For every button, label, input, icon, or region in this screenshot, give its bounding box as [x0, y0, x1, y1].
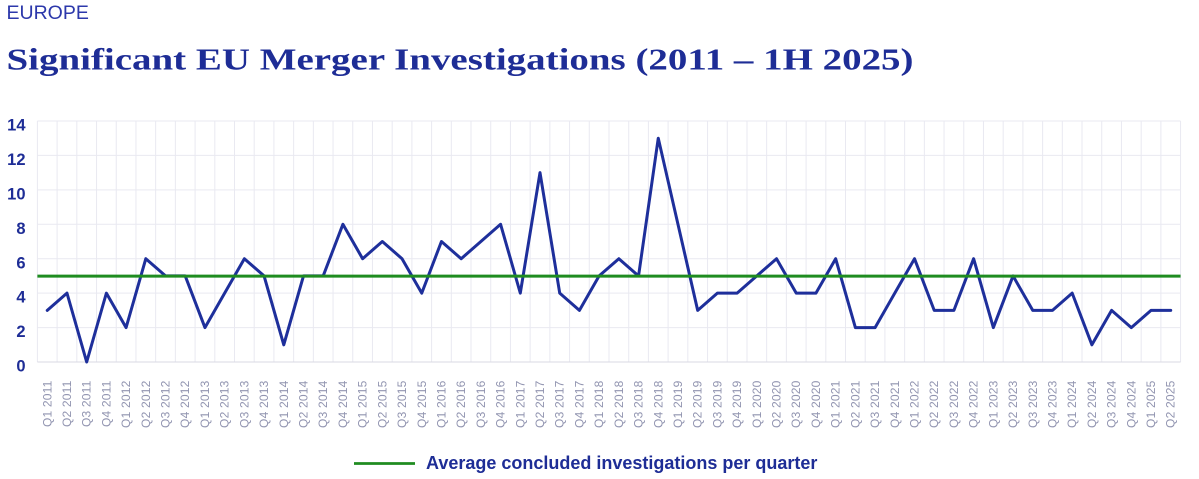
svg-text:Q3 2019: Q3 2019	[710, 380, 724, 428]
svg-text:Q3 2011: Q3 2011	[80, 380, 94, 427]
svg-text:2: 2	[16, 323, 25, 341]
svg-text:Q1 2018: Q1 2018	[592, 380, 606, 428]
svg-text:Q3 2018: Q3 2018	[632, 380, 646, 428]
svg-text:Q1 2024: Q1 2024	[1065, 380, 1079, 428]
svg-text:Q3 2014: Q3 2014	[316, 380, 330, 428]
svg-text:Q4 2022: Q4 2022	[967, 380, 981, 428]
svg-text:4: 4	[16, 289, 26, 307]
svg-text:8: 8	[16, 220, 25, 238]
svg-text:Q4 2018: Q4 2018	[651, 380, 665, 428]
svg-text:Q1 2022: Q1 2022	[908, 380, 922, 428]
svg-text:Q1 2011: Q1 2011	[40, 380, 54, 427]
svg-text:Q3 2017: Q3 2017	[553, 380, 567, 428]
svg-text:Q2 2011: Q2 2011	[60, 380, 74, 427]
svg-text:Q2 2016: Q2 2016	[454, 380, 468, 428]
svg-text:Q4 2015: Q4 2015	[415, 380, 429, 428]
svg-text:Q4 2012: Q4 2012	[178, 380, 192, 428]
svg-text:Significant EU Merger Investig: Significant EU Merger Investigations (20…	[7, 42, 914, 77]
svg-text:Q3 2013: Q3 2013	[237, 380, 251, 428]
svg-text:Q2 2020: Q2 2020	[770, 380, 784, 428]
svg-text:Q2 2022: Q2 2022	[927, 380, 941, 428]
svg-text:Q2 2025: Q2 2025	[1164, 380, 1178, 428]
svg-text:Q2 2013: Q2 2013	[218, 380, 232, 428]
svg-text:Q4 2020: Q4 2020	[809, 380, 823, 428]
svg-text:Q4 2011: Q4 2011	[99, 380, 113, 427]
svg-text:Q2 2014: Q2 2014	[296, 380, 310, 428]
svg-text:Q3 2015: Q3 2015	[395, 380, 409, 428]
svg-text:Q1 2012: Q1 2012	[119, 380, 133, 428]
svg-text:Q3 2024: Q3 2024	[1105, 380, 1119, 428]
svg-text:Q1 2023: Q1 2023	[986, 380, 1000, 428]
svg-text:Q4 2013: Q4 2013	[257, 380, 271, 428]
svg-text:Q2 2019: Q2 2019	[691, 380, 705, 428]
svg-text:12: 12	[7, 151, 25, 169]
svg-text:Q1 2020: Q1 2020	[750, 380, 764, 428]
svg-text:Q3 2016: Q3 2016	[474, 380, 488, 428]
svg-text:Q4 2016: Q4 2016	[494, 380, 508, 428]
svg-text:Q1 2016: Q1 2016	[434, 380, 448, 428]
svg-text:14: 14	[7, 117, 26, 135]
svg-text:Q4 2024: Q4 2024	[1124, 380, 1138, 428]
svg-text:Q1 2025: Q1 2025	[1144, 380, 1158, 428]
svg-text:Q3 2012: Q3 2012	[159, 380, 173, 428]
svg-text:0: 0	[16, 358, 25, 376]
svg-text:Average concluded investigatio: Average concluded investigations per qua…	[426, 453, 817, 473]
svg-text:Q3 2023: Q3 2023	[1026, 380, 1040, 428]
svg-text:Q1 2014: Q1 2014	[277, 380, 291, 428]
svg-text:Q3 2021: Q3 2021	[868, 380, 882, 428]
svg-text:Q4 2021: Q4 2021	[888, 380, 902, 428]
svg-text:Q4 2019: Q4 2019	[730, 380, 744, 428]
svg-text:Q2 2018: Q2 2018	[612, 380, 626, 428]
svg-text:Q2 2012: Q2 2012	[139, 380, 153, 428]
svg-text:10: 10	[7, 185, 25, 203]
svg-text:Q2 2015: Q2 2015	[375, 380, 389, 428]
svg-text:Q1 2021: Q1 2021	[829, 380, 843, 428]
svg-text:Q3 2020: Q3 2020	[789, 380, 803, 428]
svg-text:EUROPE: EUROPE	[7, 2, 89, 24]
svg-text:Q2 2017: Q2 2017	[533, 380, 547, 428]
svg-text:Q4 2023: Q4 2023	[1045, 380, 1059, 428]
svg-text:Q1 2013: Q1 2013	[198, 380, 212, 428]
svg-text:Q2 2024: Q2 2024	[1085, 380, 1099, 428]
svg-text:Q4 2014: Q4 2014	[336, 380, 350, 428]
svg-text:Q3 2022: Q3 2022	[947, 380, 961, 428]
svg-text:Q2 2021: Q2 2021	[848, 380, 862, 428]
svg-text:6: 6	[16, 254, 25, 272]
svg-text:Q1 2015: Q1 2015	[356, 380, 370, 428]
svg-text:Q1 2019: Q1 2019	[671, 380, 685, 428]
svg-text:Q1 2017: Q1 2017	[513, 380, 527, 428]
svg-text:Q2 2023: Q2 2023	[1006, 380, 1020, 428]
svg-text:Q4 2017: Q4 2017	[572, 380, 586, 428]
